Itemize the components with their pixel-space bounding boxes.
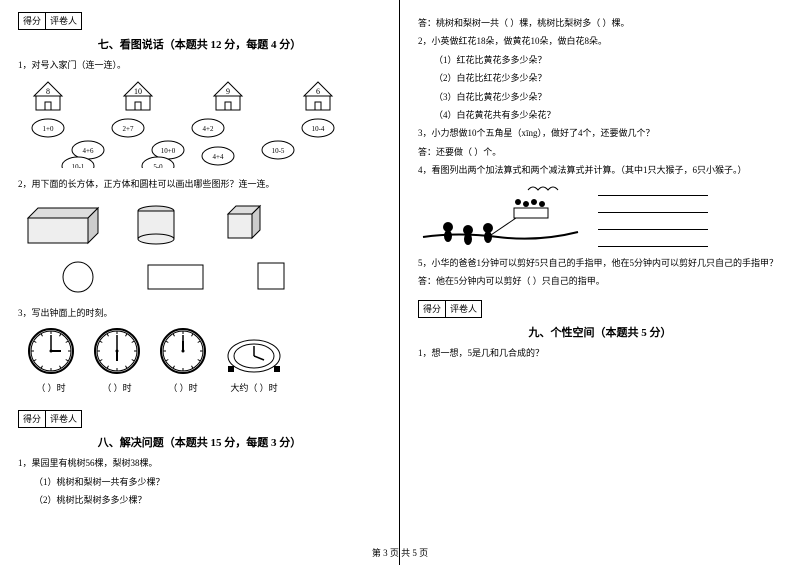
clock-3-label: （ ）时: [158, 381, 208, 394]
clock-4-label: 大约（ ）时: [224, 381, 284, 394]
svg-text:4+4: 4+4: [213, 153, 224, 161]
q8-2-2: （2）白花比红花少多少朵？: [434, 71, 782, 85]
svg-text:9: 9: [226, 87, 230, 96]
monkey-figure: [418, 182, 588, 252]
q7-2: 2，用下面的长方体，正方体和圆柱可以画出哪些图形？连一连。: [18, 177, 381, 191]
reviewer-label: 评卷人: [46, 12, 82, 30]
reviewer-label-9: 评卷人: [446, 300, 482, 318]
q8-1-2: （2）桃树比梨树多多少棵？: [34, 493, 381, 507]
svg-text:8: 8: [46, 87, 50, 96]
svg-text:6: 6: [316, 87, 320, 96]
q8-2-3: （3）白花比黄花少多少朵？: [434, 90, 782, 104]
q8-2-4: （4）白花黄花共有多少朵花？: [434, 108, 782, 122]
page-footer: 第 3 页 共 5 页: [0, 546, 800, 559]
shapes-3d-row: [18, 198, 381, 251]
q9-1: 1，想一想，5是几和几合成的？: [418, 346, 782, 360]
score-label: 得分: [18, 12, 46, 30]
score-label-9: 得分: [418, 300, 446, 318]
svg-text:4+2: 4+2: [203, 125, 214, 133]
clock-4: 大约（ ）时: [224, 336, 284, 394]
q8-3-answer: 答：还要做（ ）个。: [418, 145, 782, 159]
section-9-title: 九、个性空间（本题共 5 分）: [418, 324, 782, 340]
svg-text:10-5: 10-5: [272, 147, 285, 155]
score-reviewer-row-9: 得分 评卷人: [418, 300, 782, 318]
svg-text:1+0: 1+0: [43, 125, 54, 133]
clock-3: （ ）时: [158, 326, 208, 394]
svg-text:10: 10: [134, 87, 142, 96]
left-column: 得分 评卷人 七、看图说话（本题共 12 分，每题 4 分） 1，对号入家门（连…: [0, 0, 400, 565]
q7-3: 3，写出钟面上的时刻。: [18, 306, 381, 320]
clock-2: （ ）时: [92, 326, 142, 394]
houses-clouds-figure: 8 10 9 6 1+0 4+6 2+7 10+0 4+2 10-4 10-1 5-0 4+4 10-5: [18, 78, 381, 171]
score-reviewer-row-7: 得分 评卷人: [18, 12, 381, 30]
q8-2: 2，小英做红花18朵，做黄花10朵，做白花8朵。: [418, 34, 782, 48]
score-label-8: 得分: [18, 410, 46, 428]
svg-text:10+0: 10+0: [161, 147, 176, 155]
clock-1: （ ）时: [26, 326, 76, 394]
q8-1-1: （1）桃树和梨树一共有多少棵？: [34, 475, 381, 489]
equation-answer-lines: [598, 183, 708, 251]
clocks-row: （ ）时 （ ）时 （ ）时 大约（ ）: [18, 326, 381, 394]
shapes-2d-row: [18, 257, 381, 300]
svg-text:10-1: 10-1: [72, 163, 85, 168]
q8-3: 3，小力想做10个五角星（xīng），做好了4个，还要做几个？: [418, 126, 782, 140]
clock-1-label: （ ）时: [26, 381, 76, 394]
right-column: 答：桃树和梨树一共（ ）棵，桃树比梨树多（ ）棵。 2，小英做红花18朵，做黄花…: [400, 0, 800, 565]
q8-1-answer: 答：桃树和梨树一共（ ）棵，桃树比梨树多（ ）棵。: [418, 16, 782, 30]
svg-text:5-0: 5-0: [153, 163, 163, 168]
clock-2-label: （ ）时: [92, 381, 142, 394]
worksheet-page: 得分 评卷人 七、看图说话（本题共 12 分，每题 4 分） 1，对号入家门（连…: [0, 0, 800, 565]
q7-1: 1，对号入家门（连一连）。: [18, 58, 381, 72]
monkey-figure-row: [418, 182, 782, 252]
svg-text:4+6: 4+6: [83, 147, 94, 155]
svg-text:10-4: 10-4: [312, 125, 325, 133]
q8-2-1: （1）红花比黄花多多少朵？: [434, 53, 782, 67]
svg-text:2+7: 2+7: [123, 125, 134, 133]
score-reviewer-row-8: 得分 评卷人: [18, 410, 381, 428]
section-8-title: 八、解决问题（本题共 15 分，每题 3 分）: [18, 434, 381, 450]
q8-5-answer: 答：他在5分钟内可以剪好（ ）只自己的指甲。: [418, 274, 782, 288]
reviewer-label-8: 评卷人: [46, 410, 82, 428]
q8-1: 1，果园里有桃树56棵，梨树38棵。: [18, 456, 381, 470]
q8-5: 5，小华的爸爸1分钟可以剪好5只自己的手指甲，他在5分钟内可以剪好几只自己的手指…: [418, 256, 782, 270]
q8-4: 4，看图列出两个加法算式和两个减法算式并计算。（其中1只大猴子，6只小猴子。）: [418, 163, 782, 177]
section-7-title: 七、看图说话（本题共 12 分，每题 4 分）: [18, 36, 381, 52]
